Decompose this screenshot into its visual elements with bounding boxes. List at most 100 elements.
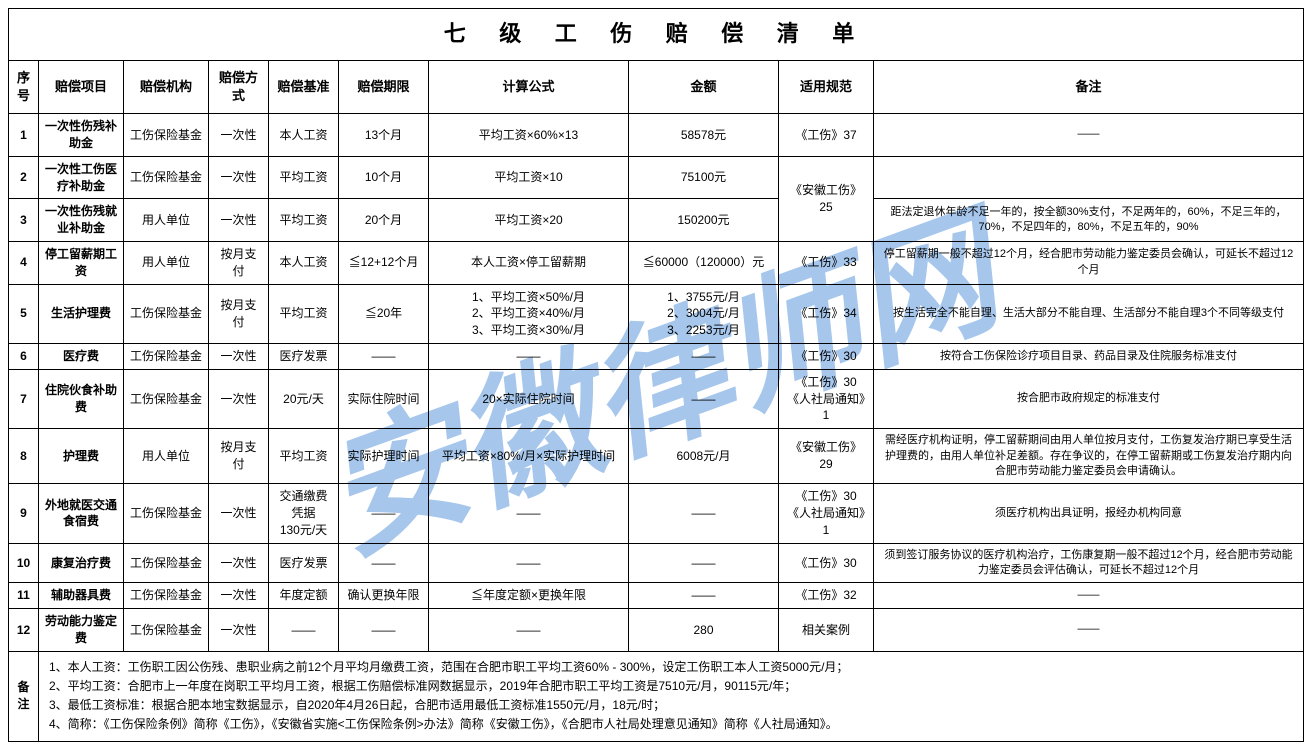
cell: 按月支付	[209, 284, 269, 343]
cell: 平均工资×60%×13	[429, 114, 629, 157]
cell: 一次性	[209, 583, 269, 609]
cell: 1、平均工资×50%/月 2、平均工资×40%/月 3、平均工资×30%/月	[429, 284, 629, 343]
cell: 《工伤》30	[779, 343, 874, 369]
cell: 平均工资×10	[429, 156, 629, 199]
cell: 7	[9, 369, 39, 428]
footnote-line: 2、平均工资：合肥市上一年度在岗职工平均月工资，根据工伤赔偿标准网数据显示，20…	[49, 677, 1293, 696]
footnote-line: 3、最低工资标准：根据合肥本地宝数据显示，自2020年4月26日起，合肥市适用最…	[49, 696, 1293, 715]
cell: ——	[339, 484, 429, 543]
cell: ≦60000（120000）元	[629, 241, 779, 284]
table-row: 10康复治疗费工伤保险基金一次性医疗发票——————《工伤》30须到签订服务协议…	[9, 543, 1304, 583]
compensation-table: 七 级 工 伤 赔 偿 清 单 序号 赔偿项目 赔偿机构 赔偿方式 赔偿基准 赔…	[8, 8, 1304, 742]
cell: 需经医疗机构证明，停工留薪期间由用人单位按月支付，工伤复发治疗期已享受生活护理费…	[874, 429, 1304, 484]
cell: 13个月	[339, 114, 429, 157]
cell: 平均工资×20	[429, 199, 629, 242]
cell: 医疗费	[39, 343, 124, 369]
cell: 20×实际住院时间	[429, 369, 629, 428]
cell: ——	[339, 609, 429, 652]
cell: 一次性工伤医疗补助金	[39, 156, 124, 199]
cell: 《工伤》30 《人社局通知》1	[779, 484, 874, 543]
cell: 工伤保险基金	[124, 609, 209, 652]
table-row: 1一次性伤残补助金工伤保险基金一次性本人工资13个月平均工资×60%×13585…	[9, 114, 1304, 157]
cell: 6008元/月	[629, 429, 779, 484]
table-row: 7住院伙食补助费工伤保险基金一次性20元/天实际住院时间20×实际住院时间——《…	[9, 369, 1304, 428]
cell: 《安徽工伤》29	[779, 429, 874, 484]
cell: 10	[9, 543, 39, 583]
cell: 用人单位	[124, 241, 209, 284]
cell: 工伤保险基金	[124, 343, 209, 369]
cell: 5	[9, 284, 39, 343]
cell: ——	[429, 343, 629, 369]
cell: 6	[9, 343, 39, 369]
cell: 《工伤》32	[779, 583, 874, 609]
cell	[874, 156, 1304, 199]
page-title: 七 级 工 伤 赔 偿 清 单	[9, 9, 1304, 61]
cell: 一次性	[209, 114, 269, 157]
cell: ——	[629, 343, 779, 369]
footnote-row: 备注 1、本人工资：工伤职工因公伤残、患职业病之前12个月平均月缴费工资，范围在…	[9, 651, 1304, 741]
cell: ——	[429, 484, 629, 543]
table-row: 11辅助器具费工伤保险基金一次性年度定额确认更换年限≦年度定额×更换年限——《工…	[9, 583, 1304, 609]
cell: 《工伤》37	[779, 114, 874, 157]
cell: 须医疗机构出具证明，报经办机构同意	[874, 484, 1304, 543]
cell: 停工留薪期一般不超过12个月，经合肥市劳动能力鉴定委员会确认，可延长不超过12个…	[874, 241, 1304, 284]
cell: 8	[9, 429, 39, 484]
header-amount: 金额	[629, 60, 779, 113]
cell: 工伤保险基金	[124, 284, 209, 343]
cell: 停工留薪期工资	[39, 241, 124, 284]
cell: 一次性	[209, 369, 269, 428]
footnote-line: 1、本人工资：工伤职工因公伤残、患职业病之前12个月平均月缴费工资，范围在合肥市…	[49, 658, 1293, 677]
cell: 平均工资	[269, 429, 339, 484]
table-row: 3一次性伤残就业补助金用人单位一次性平均工资20个月平均工资×20150200元…	[9, 199, 1304, 242]
cell: 《工伤》30 《人社局通知》1	[779, 369, 874, 428]
cell: 75100元	[629, 156, 779, 199]
cell: ——	[629, 583, 779, 609]
cell: 康复治疗费	[39, 543, 124, 583]
cell: ——	[339, 343, 429, 369]
cell: ——	[629, 484, 779, 543]
cell: 劳动能力鉴定费	[39, 609, 124, 652]
cell: 工伤保险基金	[124, 156, 209, 199]
cell: 实际护理时间	[339, 429, 429, 484]
cell: 确认更换年限	[339, 583, 429, 609]
cell: ——	[629, 543, 779, 583]
footnote-line: 4、简称：《工伤保险条例》简称《工伤》，《安徽省实施<工伤保险条例>办法》简称《…	[49, 715, 1293, 734]
cell: 按月支付	[209, 429, 269, 484]
cell: 工伤保险基金	[124, 583, 209, 609]
cell: 年度定额	[269, 583, 339, 609]
table-row: 6医疗费工伤保险基金一次性医疗发票——————《工伤》30按符合工伤保险诊疗项目…	[9, 343, 1304, 369]
header-method: 赔偿方式	[209, 60, 269, 113]
cell: 辅助器具费	[39, 583, 124, 609]
cell: 一次性	[209, 609, 269, 652]
footnote-label: 备注	[9, 651, 39, 741]
cell: 按生活完全不能自理、生活大部分不能自理、生活部分不能自理3个不同等级支付	[874, 284, 1304, 343]
cell: ≦年度定额×更换年限	[429, 583, 629, 609]
cell: 1、3755元/月 2、3004元/月 3、2253元/月	[629, 284, 779, 343]
cell: 一次性伤残补助金	[39, 114, 124, 157]
cell: 9	[9, 484, 39, 543]
cell: 一次性	[209, 543, 269, 583]
header-seq: 序号	[9, 60, 39, 113]
cell: 《工伤》34	[779, 284, 874, 343]
cell: 10个月	[339, 156, 429, 199]
header-org: 赔偿机构	[124, 60, 209, 113]
cell: 住院伙食补助费	[39, 369, 124, 428]
cell: 本人工资×停工留薪期	[429, 241, 629, 284]
table-row: 4停工留薪期工资用人单位按月支付本人工资≦12+12个月本人工资×停工留薪期≦6…	[9, 241, 1304, 284]
cell: 按符合工伤保险诊疗项目目录、药品目录及住院服务标准支付	[874, 343, 1304, 369]
table-row: 12劳动能力鉴定费工伤保险基金一次性——————280相关案例——	[9, 609, 1304, 652]
header-item: 赔偿项目	[39, 60, 124, 113]
cell: ——	[339, 543, 429, 583]
cell: ≦12+12个月	[339, 241, 429, 284]
cell: ——	[629, 369, 779, 428]
cell: 护理费	[39, 429, 124, 484]
cell: 用人单位	[124, 429, 209, 484]
cell: 本人工资	[269, 114, 339, 157]
cell: 按合肥市政府规定的标准支付	[874, 369, 1304, 428]
cell: 20元/天	[269, 369, 339, 428]
cell: 3	[9, 199, 39, 242]
cell: ——	[874, 114, 1304, 157]
cell: 生活护理费	[39, 284, 124, 343]
cell: 医疗发票	[269, 543, 339, 583]
cell: 外地就医交通食宿费	[39, 484, 124, 543]
